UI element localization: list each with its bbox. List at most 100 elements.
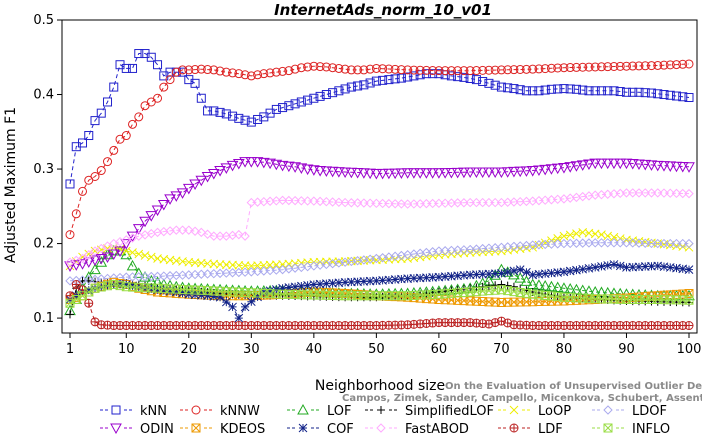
- data-point: [340, 64, 350, 74]
- data-point: [595, 158, 608, 170]
- data-point: [565, 63, 575, 73]
- data-point: [203, 65, 213, 75]
- data-point: [628, 238, 638, 248]
- legend-marker: [509, 423, 519, 433]
- legend-label: kNN: [140, 404, 167, 419]
- data-point: [665, 188, 675, 198]
- data-point: [515, 64, 525, 74]
- data-point: [609, 86, 619, 96]
- data-point: [465, 66, 475, 76]
- x-axis-label: Neighborhood size: [315, 378, 445, 394]
- data-point: [508, 166, 520, 178]
- data-point: [608, 158, 620, 170]
- data-point: [226, 160, 239, 172]
- legend-item: ODIN: [100, 422, 174, 434]
- data-point: [146, 284, 156, 294]
- data-point: [234, 69, 244, 79]
- data-point: [603, 261, 613, 270]
- data-point: [540, 269, 550, 279]
- data-point: [277, 195, 288, 206]
- data-point: [278, 283, 287, 293]
- data-point: [240, 70, 250, 80]
- data-point: [526, 166, 539, 177]
- data-point: [301, 164, 314, 176]
- data-point: [321, 90, 331, 100]
- data-point: [377, 198, 388, 209]
- data-point: [565, 84, 575, 94]
- y-tick-label: 0.5: [33, 13, 54, 28]
- data-point: [671, 60, 681, 70]
- data-point: [345, 167, 358, 179]
- data-point: [603, 62, 613, 72]
- data-point: [201, 172, 214, 183]
- series-ldf: [65, 280, 694, 331]
- legend-label: LOF: [327, 404, 352, 419]
- data-point: [489, 269, 502, 280]
- data-point: [66, 310, 74, 319]
- x-tick-label: 90: [618, 342, 635, 357]
- data-point: [371, 63, 381, 73]
- legend-label: LoOP: [538, 404, 571, 419]
- data-point: [571, 238, 582, 248]
- data-point: [278, 103, 288, 113]
- data-point: [678, 188, 688, 199]
- data-point: [653, 89, 663, 99]
- data-point: [584, 263, 594, 273]
- data-point: [290, 195, 300, 206]
- data-point: [570, 161, 583, 172]
- data-point: [151, 205, 164, 217]
- data-point: [615, 238, 625, 248]
- legend-marker: [111, 405, 121, 415]
- data-point: [520, 166, 533, 177]
- series-line: [69, 231, 690, 267]
- data-point: [622, 263, 631, 272]
- data-point: [196, 290, 206, 300]
- series-inflo: [65, 280, 694, 308]
- data-point: [295, 163, 308, 174]
- data-point: [528, 86, 538, 96]
- data-point: [546, 84, 556, 94]
- data-point: [270, 159, 283, 171]
- data-point: [139, 216, 151, 228]
- data-point: [165, 286, 175, 296]
- data-point: [390, 74, 400, 84]
- data-point: [628, 87, 638, 97]
- data-point: [127, 272, 138, 282]
- data-point: [371, 76, 381, 86]
- legend-item: LDOF: [592, 404, 667, 419]
- data-point: [384, 275, 394, 285]
- data-point: [433, 168, 445, 179]
- data-point: [514, 272, 527, 283]
- data-point: [95, 253, 108, 265]
- data-point: [203, 291, 212, 301]
- data-point: [170, 191, 183, 202]
- data-point: [253, 114, 263, 124]
- data-point: [359, 277, 369, 286]
- legend-item: KDEOS: [180, 422, 265, 434]
- data-point: [497, 280, 506, 289]
- data-point: [465, 270, 475, 280]
- data-point: [615, 61, 625, 71]
- data-point: [190, 290, 200, 300]
- data-point: [545, 164, 558, 175]
- data-point: [265, 68, 275, 78]
- data-point: [228, 302, 237, 312]
- data-point: [453, 72, 463, 82]
- data-point: [640, 262, 650, 271]
- data-point: [653, 188, 663, 198]
- data-point: [177, 225, 188, 235]
- data-point: [132, 224, 145, 235]
- data-point: [615, 87, 625, 97]
- data-point: [296, 97, 306, 107]
- data-point: [334, 197, 344, 207]
- data-point: [490, 80, 500, 90]
- data-point: [626, 159, 639, 170]
- data-point: [390, 64, 400, 74]
- data-point: [178, 67, 188, 77]
- data-point: [483, 167, 495, 179]
- data-point: [671, 188, 682, 199]
- data-point: [640, 238, 650, 248]
- data-point: [471, 197, 482, 208]
- data-point: [189, 179, 201, 190]
- data-point: [522, 267, 531, 277]
